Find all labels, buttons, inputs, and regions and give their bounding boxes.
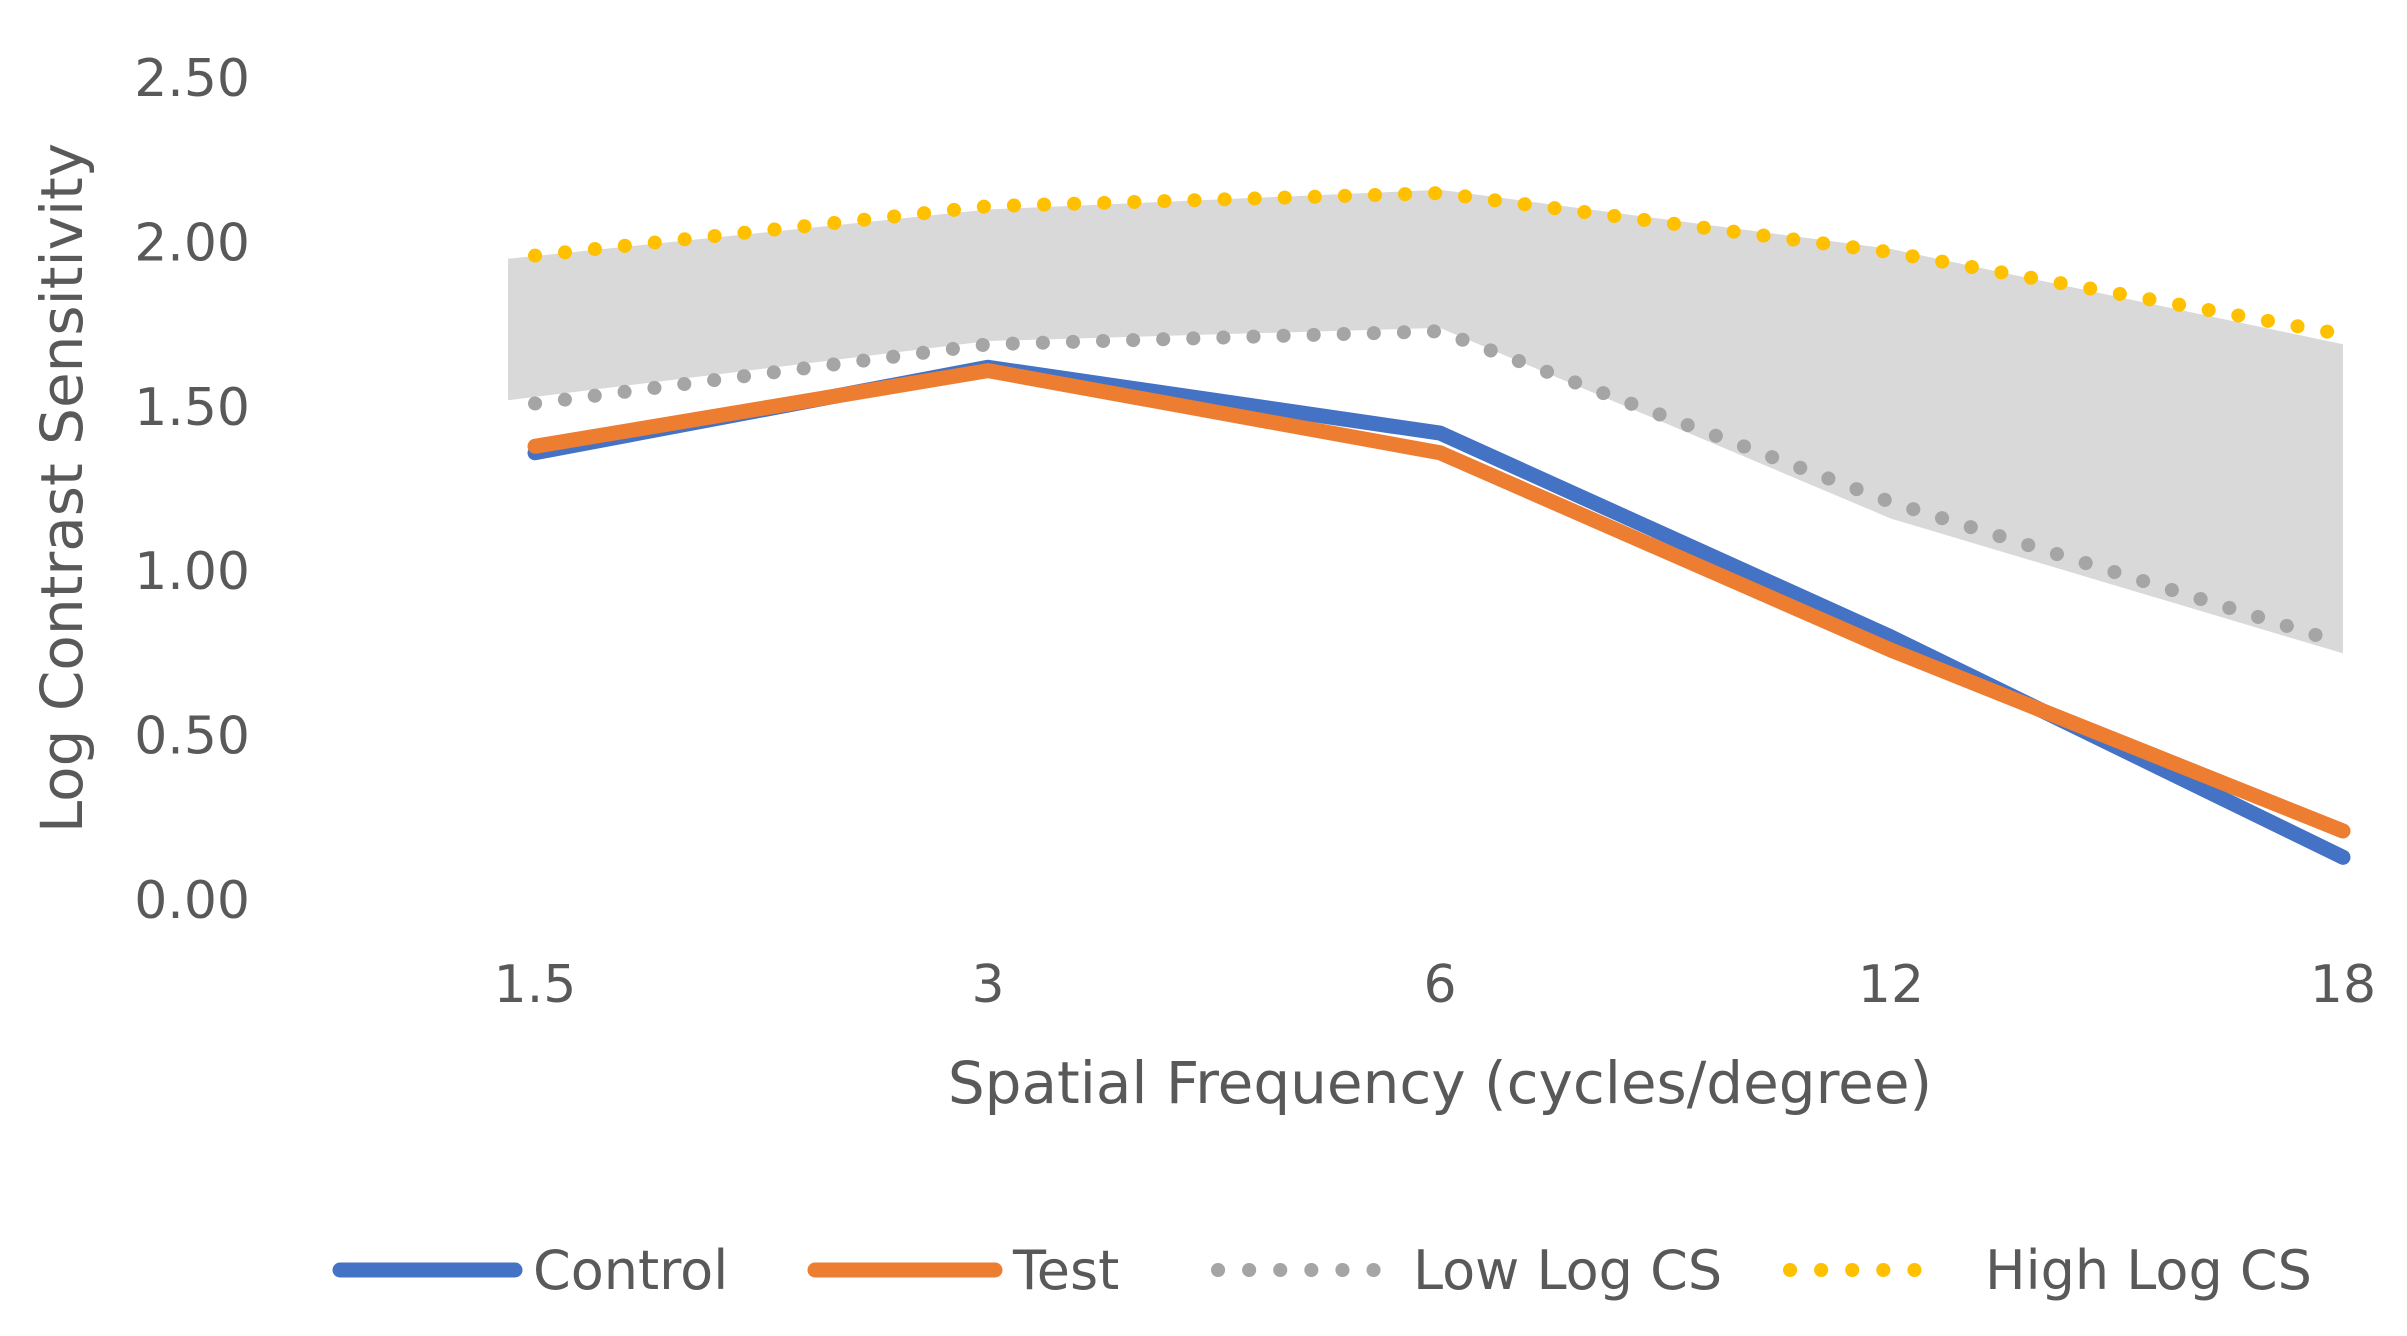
legend-label-high-log-cs: High Log CS — [1985, 1239, 2312, 1302]
legend-label-control: Control — [533, 1239, 728, 1302]
x-axis-tick-labels: 1.5 3 6 12 18 — [494, 955, 2376, 1015]
x-tick-label: 1.5 — [494, 955, 577, 1015]
legend-label-low-log-cs: Low Log CS — [1413, 1239, 1722, 1302]
y-axis-title: Log Contrast Sensitivity — [28, 143, 96, 833]
y-tick-label: 2.00 — [134, 213, 250, 273]
series-line-test — [527, 363, 2351, 839]
series-line-low-log-cs — [528, 324, 2350, 651]
shaded-range-band-layer — [508, 189, 2343, 654]
shaded-range-band — [508, 189, 2343, 654]
x-tick-label: 6 — [1423, 955, 1456, 1015]
x-tick-label: 18 — [2310, 955, 2376, 1015]
y-tick-label: 1.50 — [134, 378, 250, 438]
x-tick-label: 12 — [1858, 955, 1924, 1015]
legend-label-test: Test — [1012, 1239, 1119, 1302]
x-tick-label: 3 — [971, 955, 1004, 1015]
y-tick-label: 1.00 — [134, 542, 250, 602]
y-tick-label: 0.00 — [134, 871, 250, 931]
x-axis-title: Spatial Frequency (cycles/degree) — [948, 1049, 1932, 1117]
series-layer — [527, 186, 2351, 865]
y-tick-label: 2.50 — [134, 49, 250, 109]
y-axis-tick-labels: 0.00 0.50 1.00 1.50 2.00 2.50 — [134, 49, 250, 931]
legend: Control Test Low Log CS High Log CS — [332, 1239, 2312, 1302]
series-line-high-log-cs — [528, 186, 2350, 342]
y-tick-label: 0.50 — [134, 707, 250, 767]
